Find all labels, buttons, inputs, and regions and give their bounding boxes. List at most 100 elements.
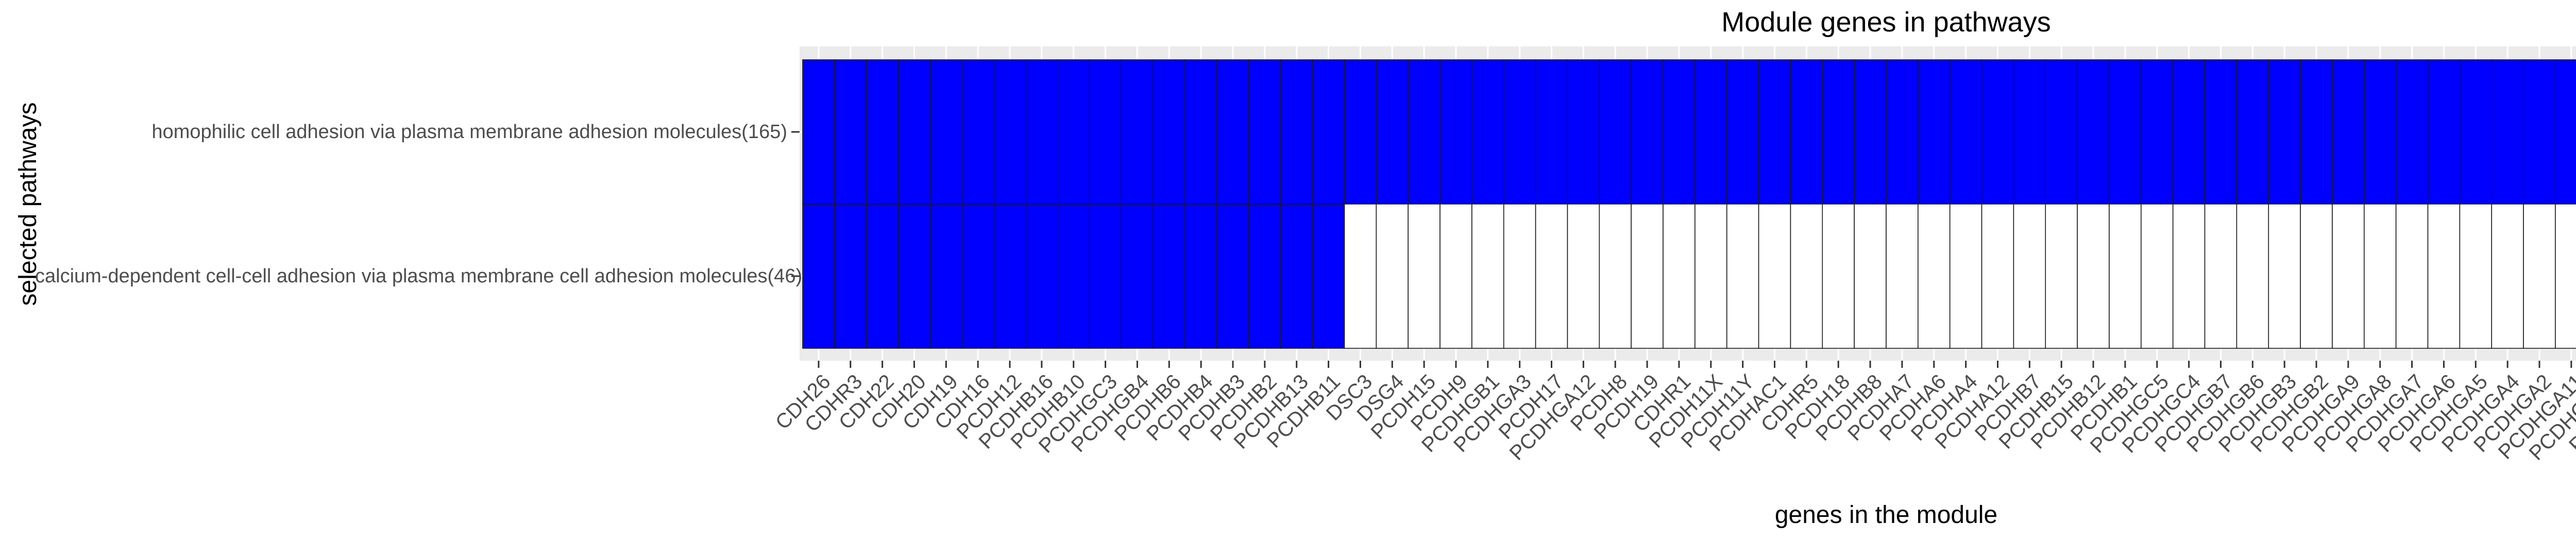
heatmap-tile bbox=[1599, 204, 1632, 349]
heatmap-tile bbox=[2363, 59, 2397, 205]
plot-title: Module genes in pathways bbox=[1721, 7, 2051, 38]
axis-ticks bbox=[791, 131, 2572, 368]
heatmap-tile bbox=[2491, 59, 2524, 205]
heatmap-tile bbox=[1057, 59, 1090, 205]
heatmap-tile bbox=[1376, 59, 1409, 205]
heatmap-tile bbox=[1025, 59, 1058, 205]
heatmap-tile bbox=[2045, 59, 2078, 205]
heatmap-tile bbox=[1726, 204, 1759, 349]
heatmap-tiles bbox=[802, 59, 2576, 349]
heatmap-tile bbox=[929, 59, 963, 205]
heatmap-tile bbox=[1376, 204, 1409, 349]
heatmap-tile bbox=[1248, 204, 1281, 349]
heatmap-tile bbox=[1726, 59, 1759, 205]
heatmap-tile bbox=[834, 204, 867, 349]
heatmap-tile bbox=[2300, 204, 2333, 349]
heatmap-tile bbox=[1025, 204, 1058, 349]
x-axis-title: genes in the module bbox=[1774, 501, 1998, 529]
heatmap-tile bbox=[2204, 59, 2238, 205]
heatmap-tile bbox=[1535, 204, 1568, 349]
heatmap-tile bbox=[2523, 204, 2556, 349]
heatmap-tile bbox=[1216, 59, 1249, 205]
heatmap-tile bbox=[897, 204, 931, 349]
heatmap-tile bbox=[2077, 59, 2110, 205]
heatmap-tile bbox=[2204, 204, 2238, 349]
heatmap-tile bbox=[1854, 59, 1887, 205]
heatmap-tile bbox=[1918, 59, 1951, 205]
heatmap-tile bbox=[961, 204, 994, 349]
heatmap-tile bbox=[2395, 59, 2429, 205]
heatmap-tile bbox=[1280, 204, 1313, 349]
heatmap-tile bbox=[2172, 204, 2206, 349]
heatmap-tile bbox=[1949, 204, 1982, 349]
heatmap-tile bbox=[1216, 204, 1249, 349]
heatmap-tile bbox=[1153, 59, 1186, 205]
heatmap-tile bbox=[929, 204, 963, 349]
heatmap-tile bbox=[802, 204, 835, 349]
heatmap-tile bbox=[2141, 204, 2174, 349]
heatmap-tile bbox=[2172, 59, 2206, 205]
heatmap-tile bbox=[2427, 59, 2461, 205]
heatmap-tile bbox=[1694, 59, 1727, 205]
heatmap-tile bbox=[1663, 204, 1696, 349]
heatmap-tile bbox=[1981, 59, 2014, 205]
heatmap-tile bbox=[2013, 59, 2046, 205]
heatmap-tile bbox=[2300, 59, 2333, 205]
heatmap-tile bbox=[2268, 59, 2301, 205]
y-axis-label: homophilic cell adhesion via plasma memb… bbox=[151, 121, 787, 143]
heatmap-tile bbox=[1758, 204, 1791, 349]
heatmap-tile bbox=[1280, 59, 1313, 205]
heatmap-tile bbox=[2395, 204, 2429, 349]
heatmap-tile bbox=[1599, 59, 1632, 205]
heatmap-tile bbox=[2332, 59, 2365, 205]
heatmap-tile bbox=[1981, 204, 2014, 349]
heatmap-tile bbox=[1344, 59, 1377, 205]
heatmap-tile bbox=[1408, 204, 1440, 349]
heatmap-tile bbox=[2523, 59, 2556, 205]
heatmap-tile bbox=[2236, 59, 2269, 205]
heatmap-tile bbox=[1184, 59, 1217, 205]
heatmap-tile bbox=[1408, 59, 1440, 205]
heatmap-tile bbox=[1790, 204, 1823, 349]
heatmap-tile bbox=[1503, 204, 1536, 349]
y-axis-label: calcium-dependent cell-cell adhesion via… bbox=[35, 265, 803, 287]
heatmap-tile bbox=[2109, 204, 2142, 349]
heatmap-tile bbox=[2555, 204, 2576, 349]
heatmap-tile bbox=[1631, 204, 1664, 349]
heatmap-tile bbox=[1439, 59, 1472, 205]
heatmap-tile bbox=[1567, 59, 1600, 205]
heatmap-tile bbox=[2077, 204, 2110, 349]
heatmap-tile bbox=[1248, 59, 1281, 205]
heatmap-tile bbox=[993, 59, 1026, 205]
heatmap-tile bbox=[2045, 204, 2078, 349]
heatmap-tile bbox=[1503, 59, 1536, 205]
heatmap-tile bbox=[1471, 204, 1504, 349]
heatmap-tile bbox=[2013, 204, 2046, 349]
heatmap-tile bbox=[2459, 204, 2493, 349]
heatmap-tile bbox=[2363, 204, 2397, 349]
heatmap-tile bbox=[1631, 59, 1664, 205]
heatmap-tile bbox=[1312, 204, 1345, 349]
heatmap-tile bbox=[1153, 204, 1186, 349]
heatmap-tile bbox=[1854, 204, 1887, 349]
heatmap-tile bbox=[897, 59, 931, 205]
heatmap-tile bbox=[1089, 204, 1122, 349]
heatmap-tile bbox=[866, 59, 899, 205]
heatmap-tile bbox=[1663, 59, 1696, 205]
heatmap-tile bbox=[1886, 59, 1919, 205]
heatmap-tile bbox=[2491, 204, 2524, 349]
heatmap-tile bbox=[1439, 204, 1472, 349]
heatmap-tile bbox=[2268, 204, 2301, 349]
heatmap-tile bbox=[961, 59, 994, 205]
heatmap-tile bbox=[1918, 204, 1951, 349]
heatmap-tile bbox=[993, 204, 1026, 349]
y-axis-title: selected pathways bbox=[14, 102, 42, 306]
heatmap-tile bbox=[1057, 204, 1090, 349]
heatmap-tile bbox=[1758, 59, 1791, 205]
heatmap-tile bbox=[1121, 204, 1154, 349]
heatmap-tile bbox=[2555, 59, 2576, 205]
heatmap-tile bbox=[834, 59, 867, 205]
heatmap-tile bbox=[1184, 204, 1217, 349]
heatmap-tile bbox=[1822, 204, 1855, 349]
